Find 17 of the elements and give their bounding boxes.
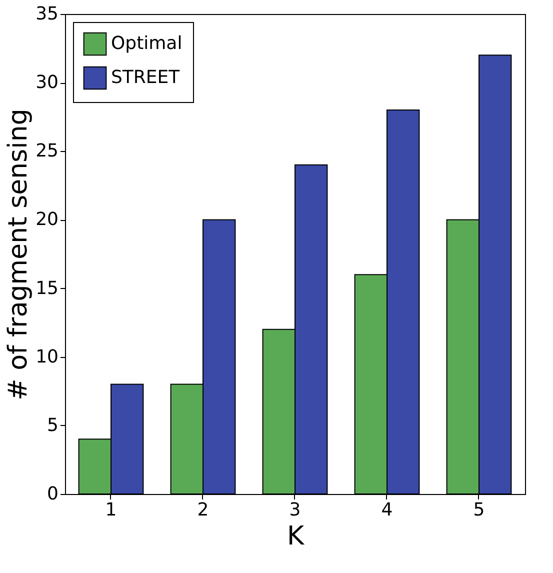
y-tick-label: 15 — [36, 278, 58, 299]
x-axis-title: K — [286, 522, 305, 552]
legend-label: Optimal — [111, 33, 182, 54]
legend-label: STREET — [111, 67, 181, 88]
x-tick-label: 1 — [105, 500, 117, 520]
y-tick-label: 25 — [36, 140, 58, 162]
x-tick-label: 2 — [197, 500, 209, 520]
y-tick-label: 0 — [47, 484, 58, 504]
y-tick-label: 10 — [36, 346, 58, 368]
y-tick-label: 5 — [47, 414, 58, 436]
y-tick-label: 20 — [36, 209, 58, 230]
x-tick-label: 4 — [381, 500, 393, 520]
x-tick-label: 5 — [473, 500, 485, 520]
y-tick-label: 35 — [36, 4, 58, 24]
y-tick-label: 30 — [36, 72, 58, 94]
y-axis-title: # of fragment sensing — [4, 108, 34, 400]
x-tick-label: 3 — [289, 500, 301, 520]
